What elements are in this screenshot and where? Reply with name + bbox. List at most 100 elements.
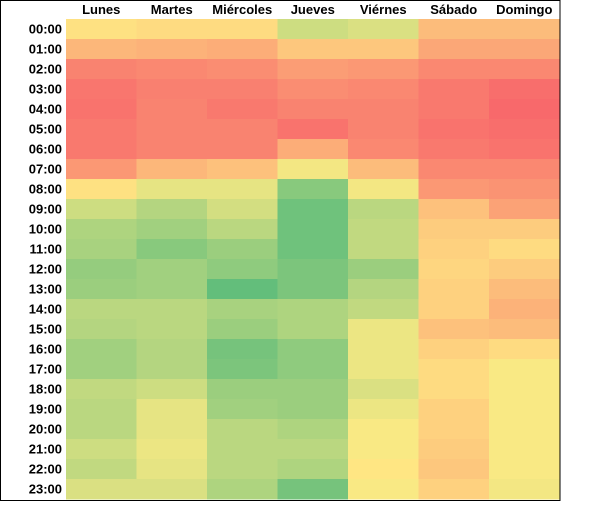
heatmap-cell bbox=[207, 479, 278, 500]
heatmap-cell bbox=[489, 19, 560, 40]
heatmap-cell bbox=[136, 379, 208, 400]
heatmap-cell bbox=[489, 339, 560, 360]
heatmap-cell bbox=[348, 119, 419, 140]
row-label: 14:00 bbox=[29, 302, 62, 317]
heatmap-cell bbox=[348, 159, 419, 180]
row-label: 21:00 bbox=[29, 442, 62, 457]
heatmap-cell bbox=[489, 159, 560, 180]
heatmap-cell bbox=[136, 319, 208, 340]
heatmap-cell bbox=[277, 359, 349, 380]
heatmap-cell bbox=[348, 59, 419, 80]
heatmap-cell bbox=[66, 479, 137, 500]
heatmap-cell bbox=[277, 459, 349, 480]
heatmap-cell bbox=[277, 439, 349, 460]
heatmap-cell bbox=[136, 479, 208, 500]
heatmap-cell bbox=[418, 299, 490, 320]
chart-frame bbox=[0, 0, 561, 501]
heatmap-cell bbox=[277, 39, 349, 60]
heatmap-cell bbox=[348, 439, 419, 460]
heatmap-cell bbox=[348, 139, 419, 160]
heatmap-cell bbox=[66, 79, 137, 100]
heatmap-cell bbox=[66, 359, 137, 380]
heatmap-cell bbox=[418, 359, 490, 380]
heatmap-cell bbox=[277, 199, 349, 220]
heatmap-cell bbox=[348, 79, 419, 100]
row-label: 01:00 bbox=[29, 42, 62, 57]
heatmap-cell bbox=[489, 219, 560, 240]
heatmap-cell bbox=[66, 459, 137, 480]
heatmap-cell bbox=[418, 439, 490, 460]
heatmap-cell bbox=[348, 399, 419, 420]
column-label: Viérnes bbox=[360, 2, 407, 17]
heatmap-cell bbox=[348, 379, 419, 400]
heatmap-cell bbox=[348, 19, 419, 40]
heatmap-cell bbox=[489, 479, 560, 500]
heatmap-cell bbox=[277, 99, 349, 120]
heatmap-cell bbox=[277, 259, 349, 280]
heatmap-cell bbox=[489, 279, 560, 300]
heatmap-cell bbox=[136, 219, 208, 240]
row-label: 16:00 bbox=[29, 342, 62, 357]
heatmap-cell bbox=[66, 399, 137, 420]
heatmap-cell bbox=[136, 339, 208, 360]
heatmap-cell bbox=[418, 199, 490, 220]
heatmap-cell bbox=[66, 319, 137, 340]
column-label: Sábado bbox=[430, 2, 477, 17]
heatmap-cell bbox=[489, 379, 560, 400]
heatmap-cell bbox=[489, 119, 560, 140]
column-labels: Lunes Martes Miércoles Jueves Viérnes Sábado D… bbox=[82, 2, 552, 17]
row-label: 02:00 bbox=[29, 62, 62, 77]
column-label: Lunes bbox=[82, 2, 120, 17]
row-label: 15:00 bbox=[29, 322, 62, 337]
heatmap-cell bbox=[207, 179, 278, 200]
heatmap-cell bbox=[277, 19, 349, 40]
heatmap-cell bbox=[66, 59, 137, 80]
heatmap-cell bbox=[66, 299, 137, 320]
heatmap-cell bbox=[418, 399, 490, 420]
heatmap-cell bbox=[66, 219, 137, 240]
heatmap-cell bbox=[348, 199, 419, 220]
heatmap-cell bbox=[207, 59, 278, 80]
heatmap-cell bbox=[136, 99, 208, 120]
heatmap-cell bbox=[66, 39, 137, 60]
heatmap-cell bbox=[348, 299, 419, 320]
heatmap-cell bbox=[277, 379, 349, 400]
row-label: 12:00 bbox=[29, 262, 62, 277]
heatmap-cell bbox=[418, 419, 490, 440]
heatmap-cell bbox=[489, 99, 560, 120]
row-label: 10:00 bbox=[29, 222, 62, 237]
heatmap-cell bbox=[136, 259, 208, 280]
row-label: 23:00 bbox=[29, 482, 62, 497]
heatmap-cell bbox=[418, 159, 490, 180]
heatmap-cell bbox=[66, 159, 137, 180]
heatmap-cell bbox=[277, 59, 349, 80]
row-labels: 00:00 01:00 02:00 03:00 04:00 05:00 06:00 07:00… bbox=[29, 22, 62, 497]
heatmap-cell bbox=[418, 479, 490, 500]
heatmap-cell bbox=[66, 199, 137, 220]
heatmap-cell bbox=[66, 19, 137, 40]
heatmap-cell bbox=[489, 39, 560, 60]
row-label: 04:00 bbox=[29, 102, 62, 117]
heatmap-cell bbox=[348, 99, 419, 120]
row-label: 09:00 bbox=[29, 202, 62, 217]
heatmap-cell bbox=[207, 379, 278, 400]
heatmap-cell bbox=[136, 359, 208, 380]
heatmap-cell bbox=[489, 79, 560, 100]
heatmap-cell bbox=[66, 279, 137, 300]
heatmap-cell bbox=[277, 399, 349, 420]
heatmap-cell bbox=[207, 19, 278, 40]
heatmap-cell bbox=[489, 239, 560, 260]
heatmap-cell bbox=[136, 39, 208, 60]
heatmap-cell bbox=[348, 479, 419, 500]
heatmap-cell bbox=[418, 459, 490, 480]
row-label: 22:00 bbox=[29, 462, 62, 477]
heatmap-cell bbox=[348, 339, 419, 360]
heatmap-cell bbox=[207, 459, 278, 480]
heatmap-cell bbox=[66, 259, 137, 280]
heatmap-cell bbox=[418, 139, 490, 160]
row-label: 20:00 bbox=[29, 422, 62, 437]
heatmap-cell bbox=[277, 79, 349, 100]
heatmap-cell bbox=[207, 199, 278, 220]
heatmap-cell bbox=[207, 119, 278, 140]
heatmap-cell bbox=[207, 439, 278, 460]
